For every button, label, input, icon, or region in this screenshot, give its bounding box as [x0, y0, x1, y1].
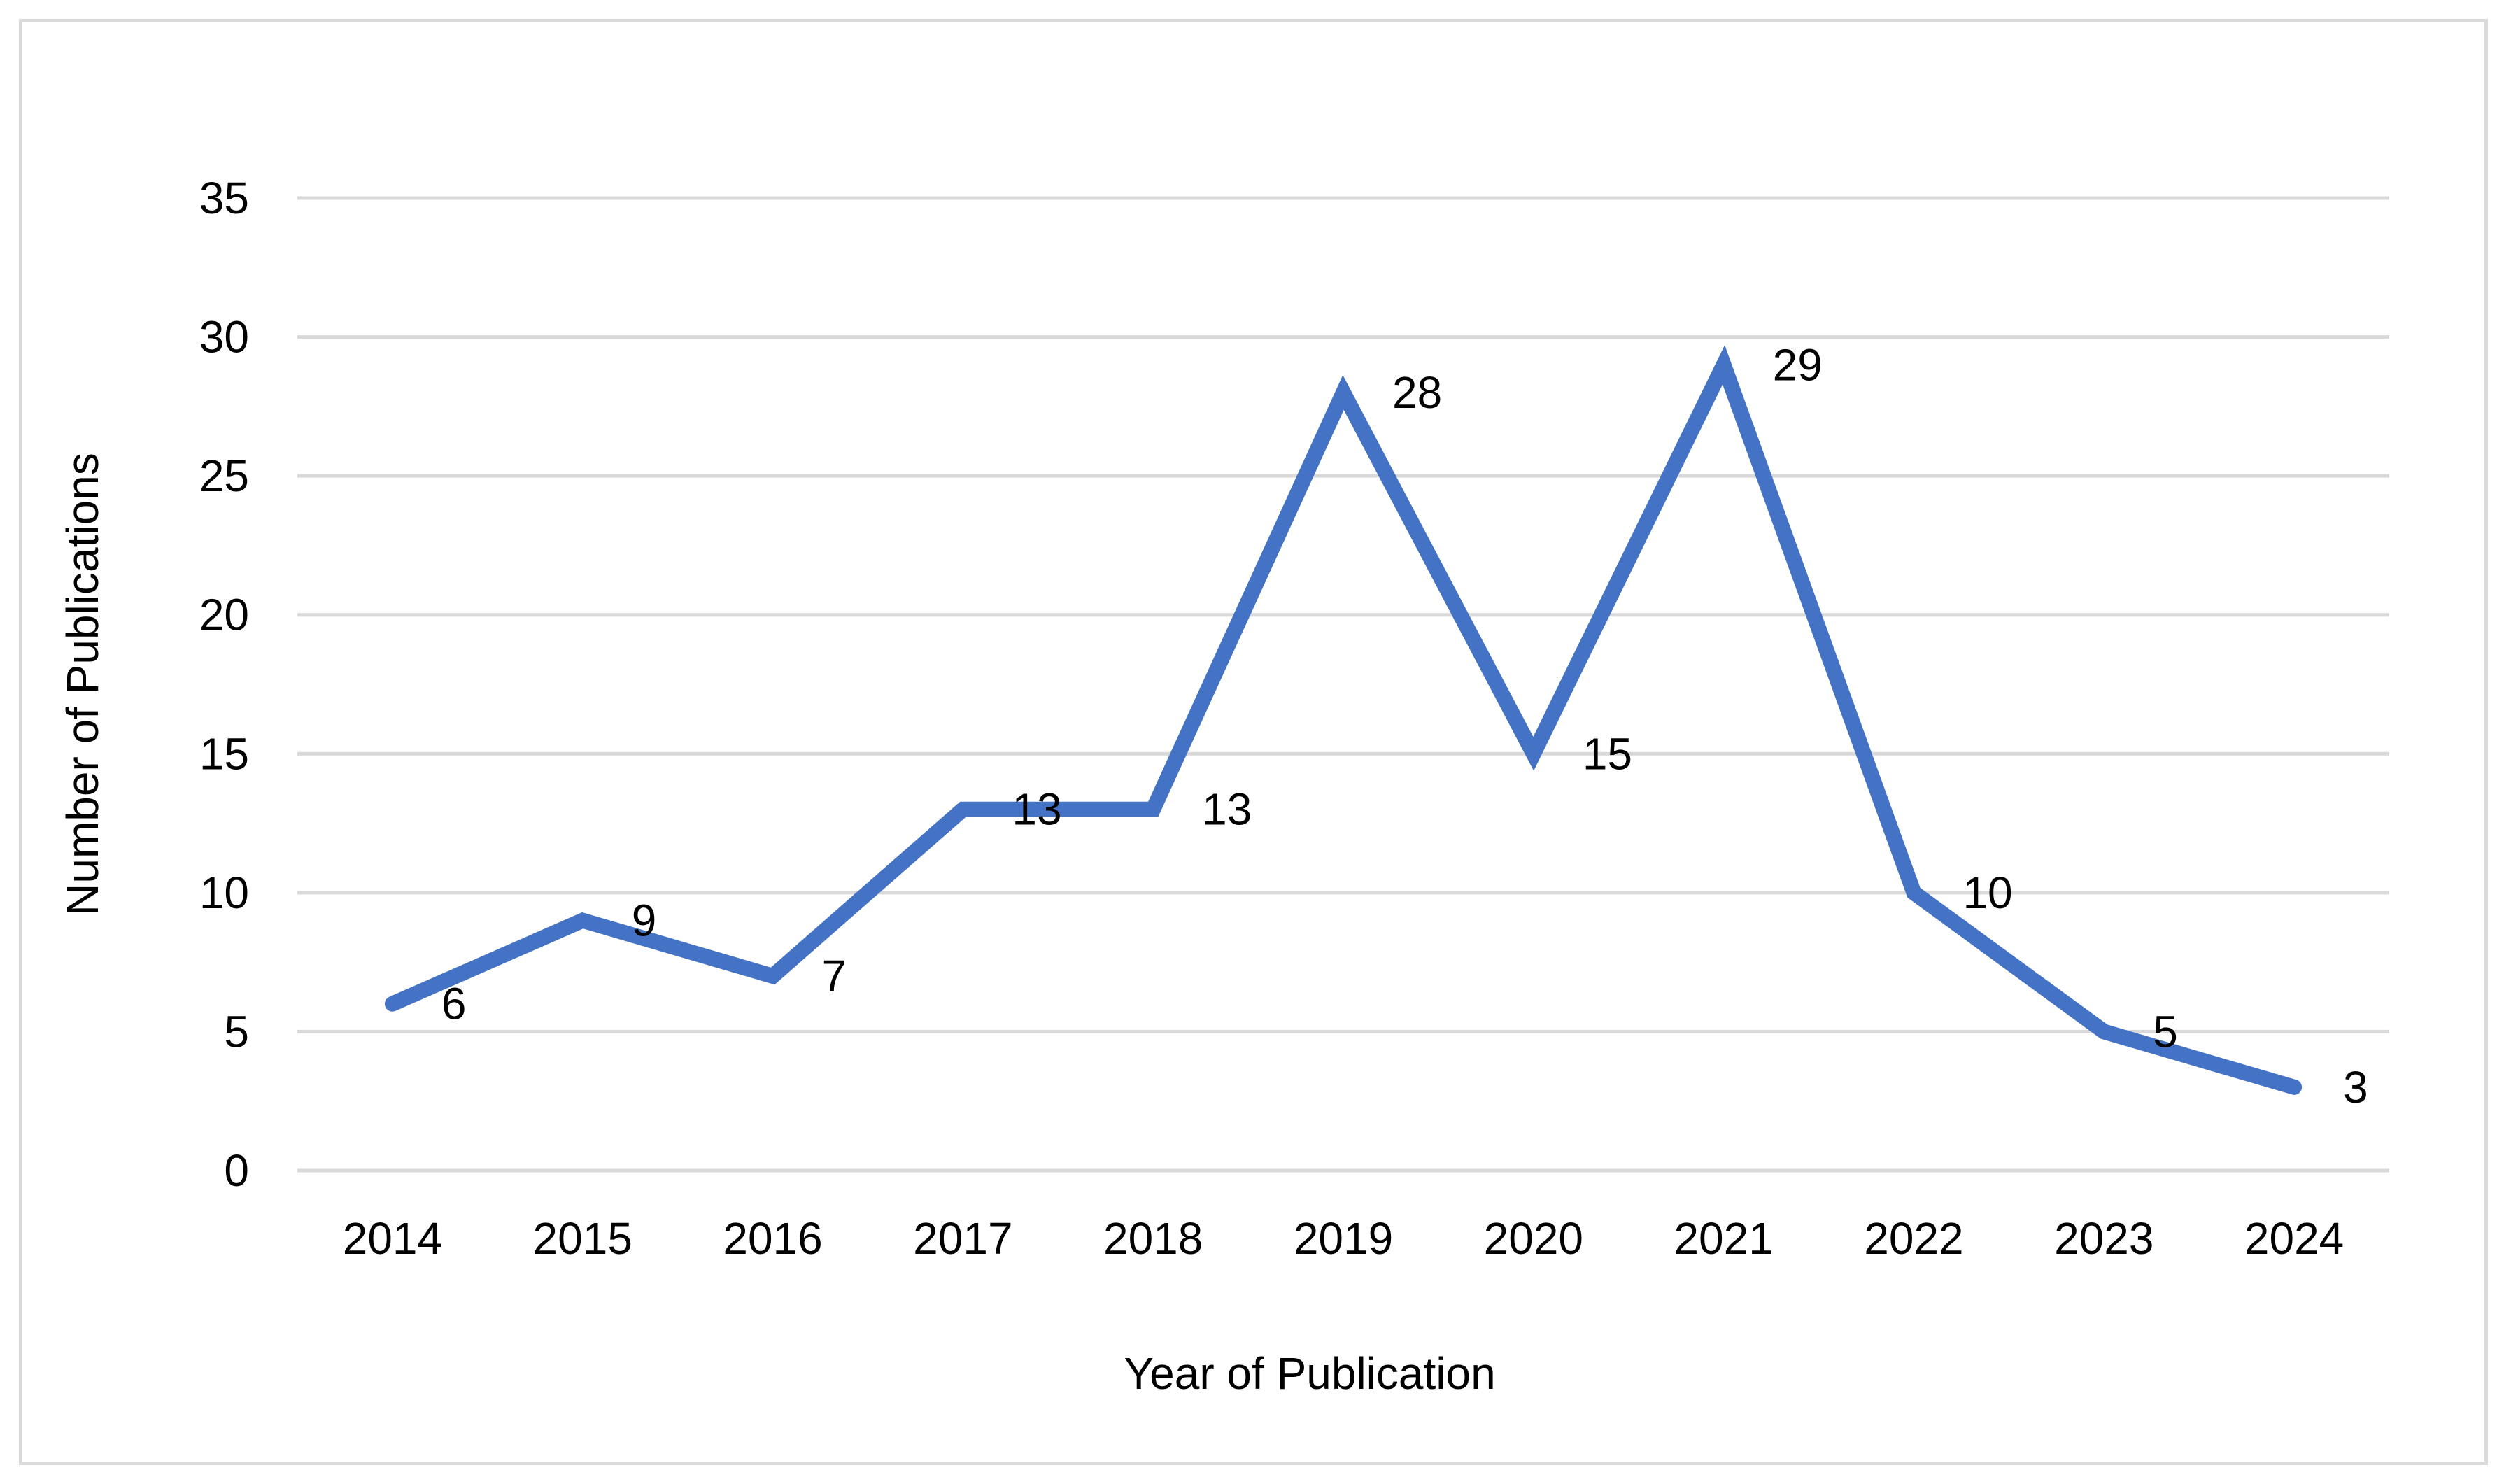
x-tick-label: 2018: [1103, 1213, 1203, 1264]
x-tick-label: 2019: [1294, 1213, 1393, 1264]
y-tick-label: 10: [199, 868, 249, 918]
series-line-layer: [384, 345, 2303, 1095]
data-point: [1532, 752, 1535, 756]
y-tick-label: 0: [224, 1145, 249, 1196]
data-label: 5: [2153, 1006, 2178, 1057]
data-label: 7: [822, 951, 847, 1001]
y-tick-label: 5: [224, 1006, 249, 1057]
gridlines: [297, 196, 2389, 1173]
data-point: [581, 919, 584, 922]
x-tick-label: 2024: [2244, 1213, 2344, 1264]
x-tick-label: 2021: [1674, 1213, 1773, 1264]
y-tick-label: 35: [199, 173, 249, 223]
data-point: [1912, 891, 1916, 894]
x-tick-label: 2022: [1864, 1213, 1963, 1264]
data-label: 6: [441, 979, 467, 1029]
x-tick-label: 2015: [533, 1213, 632, 1264]
x-tick-label: 2016: [723, 1213, 822, 1264]
data-point: [2293, 1085, 2296, 1089]
data-point: [1722, 363, 1725, 367]
y-tick-label: 15: [199, 728, 249, 779]
y-tick-label: 25: [199, 451, 249, 501]
data-point: [771, 975, 774, 977]
y-axis-ticks: 0 5 10 15 20 25 30 35: [199, 173, 249, 1196]
data-label: 9: [632, 896, 657, 946]
series-line: [384, 345, 2303, 1095]
data-label: 29: [1773, 339, 1823, 390]
data-label: 3: [2343, 1062, 2368, 1112]
y-axis-title: Number of Publications: [57, 453, 108, 916]
x-tick-label: 2014: [343, 1213, 442, 1264]
x-tick-label: 2017: [913, 1213, 1012, 1264]
y-tick-label: 20: [199, 590, 249, 640]
data-labels: 6 9 7 13 13 28 15 29 10 5 3: [441, 339, 2368, 1112]
data-point: [390, 1002, 394, 1005]
data-point: [1342, 391, 1345, 394]
data-point: [961, 807, 965, 811]
chart-frame: [19, 19, 2488, 1465]
data-label: 28: [1392, 367, 1442, 418]
data-point: [2102, 1030, 2106, 1033]
x-axis-title: Year of Publication: [1124, 1348, 1495, 1399]
data-label: 15: [1583, 728, 1632, 779]
data-label: 10: [1962, 868, 2012, 918]
x-tick-label: 2020: [1484, 1213, 1583, 1264]
x-axis-ticks: 2014 2015 2016 2017 2018 2019 2020 2021 2022 2023…: [343, 1213, 2344, 1264]
data-label: 13: [1202, 784, 1252, 835]
x-tick-label: 2023: [2054, 1213, 2153, 1264]
data-label: 13: [1012, 784, 1061, 835]
data-point: [1152, 807, 1155, 811]
y-tick-label: 30: [199, 312, 249, 362]
